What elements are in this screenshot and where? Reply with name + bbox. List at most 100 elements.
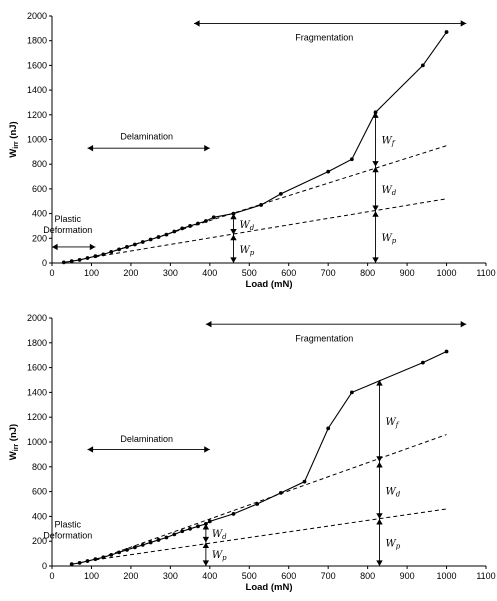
data-point (148, 540, 153, 545)
data-point (172, 532, 177, 537)
measurement-arrow-down (376, 513, 383, 519)
measurement-label-main: W (382, 233, 393, 244)
y-axis-title-main: W (8, 451, 19, 460)
region-label: Delamination (120, 132, 173, 142)
measurement-arrow-up (372, 112, 379, 118)
region-arrow-head-right (204, 144, 210, 152)
data-point (444, 349, 449, 354)
data-point (140, 543, 145, 547)
data-point (196, 524, 200, 529)
measurement-arrow-up (230, 213, 237, 220)
measurement-label: Wd (385, 486, 400, 498)
data-point (125, 245, 129, 249)
y-axis-title: Wirr (nJ) (8, 121, 20, 157)
x-tick-label: 800 (360, 268, 375, 278)
data-point (349, 390, 354, 395)
chart-top: 0 200 400 600 800 1000 1200 1400 1600 1800 2000 0 10… (8, 11, 496, 290)
data-point (188, 526, 192, 531)
measurement-arrow-up (202, 542, 210, 549)
chart-bottom: 0 200 400 600 800 1000 1200 1400 1600 1800 2000 0 10… (8, 313, 496, 593)
region-arrow-head-left (194, 20, 200, 27)
region-label-line2: Deformation (43, 225, 92, 235)
measurement-label: Wd (239, 220, 254, 232)
x-tick-label: 700 (321, 268, 336, 278)
measurement-arrow-down (376, 560, 383, 566)
measurement-arrow-down (376, 456, 383, 462)
x-tick-label: 500 (242, 268, 257, 278)
y-tick-label: 2000 (27, 11, 47, 21)
measurement-arrow-up (202, 523, 210, 530)
region-label: Fragmentation (295, 334, 353, 344)
region-annotation: Delamination (87, 434, 210, 453)
y-axis-title: Wirr (nJ) (8, 424, 20, 460)
region-annotation: Fragmentation (194, 20, 467, 43)
measurement-label-sub: p (222, 554, 227, 562)
x-tick-label: 1100 (476, 571, 495, 581)
measurement-label: Wp (382, 233, 397, 245)
y-tick-label: 1200 (27, 110, 47, 120)
x-tick-label: 1000 (437, 571, 457, 581)
region-label: Fragmentation (295, 33, 353, 43)
y-tick-label: 200 (32, 233, 47, 243)
data-point (85, 559, 90, 563)
x-tick-label: 200 (123, 268, 138, 278)
measurement-label: Wf (382, 136, 396, 148)
data-point (69, 259, 74, 264)
region-arrow-head-left (205, 321, 212, 328)
region-arrow-head-right (460, 20, 467, 27)
measurement-label: Wp (239, 245, 254, 257)
x-tick-label: 400 (202, 268, 217, 278)
region-arrow-head-left (52, 243, 58, 251)
region-arrow-head-right (204, 446, 210, 453)
measurement-arrow-up (372, 211, 379, 217)
measurement-label-main: W (212, 550, 223, 561)
y-tick-label: 2000 (27, 313, 47, 323)
measurement-arrow-down (230, 228, 237, 235)
measurement-arrow-down (372, 161, 379, 167)
y-tick-label: 800 (32, 159, 47, 169)
measurement-label: Wp (212, 550, 227, 562)
data-point (326, 426, 331, 431)
region-label: Delamination (120, 434, 173, 444)
data-point (349, 157, 354, 162)
measurement-label-main: W (385, 538, 396, 549)
measurement-arrow-down (372, 205, 379, 212)
x-axis-title: Load (mN) (246, 279, 293, 290)
measurement-arrow-down (372, 257, 379, 263)
measurement-label-sub: p (392, 237, 397, 245)
y-tick-label: 1200 (27, 412, 47, 422)
measurement-label-sub: d (396, 490, 401, 498)
y-tick-label: 400 (32, 511, 47, 521)
data-series-line (63, 31, 447, 263)
measurement-arrow-up (230, 234, 237, 241)
y-tick-label: 0 (42, 561, 47, 571)
data-point (164, 535, 169, 540)
region-annotation: Delamination (87, 132, 210, 152)
y-tick-label: 0 (42, 258, 47, 268)
x-tick-label: 300 (163, 268, 178, 278)
x-tick-label: 100 (84, 268, 99, 278)
data-point (302, 479, 307, 484)
y-tick-label: 1600 (27, 60, 47, 70)
data-point (132, 545, 137, 550)
measurement-label: Wf (385, 417, 399, 429)
x-tick-label: 1100 (476, 268, 495, 278)
x-tick-label: 100 (84, 571, 99, 581)
x-tick-label: 800 (360, 571, 375, 581)
x-tick-label: 0 (49, 268, 54, 278)
y-axis-title-unit: (nJ) (8, 121, 19, 141)
data-point (132, 242, 137, 247)
data-point (172, 229, 177, 234)
measurement-label: Wp (385, 538, 400, 550)
region-arrow-head-right (460, 321, 467, 328)
y-axis-title-sub: irr (13, 444, 20, 452)
x-tick-label: 900 (400, 571, 415, 581)
y-tick-label: 1600 (27, 363, 47, 373)
data-point (85, 256, 90, 260)
measurement-label-main: W (382, 185, 393, 196)
data-point (211, 215, 216, 220)
x-tick-label: 600 (281, 571, 296, 581)
x-tick-label: 200 (123, 571, 138, 581)
data-point (77, 258, 82, 262)
